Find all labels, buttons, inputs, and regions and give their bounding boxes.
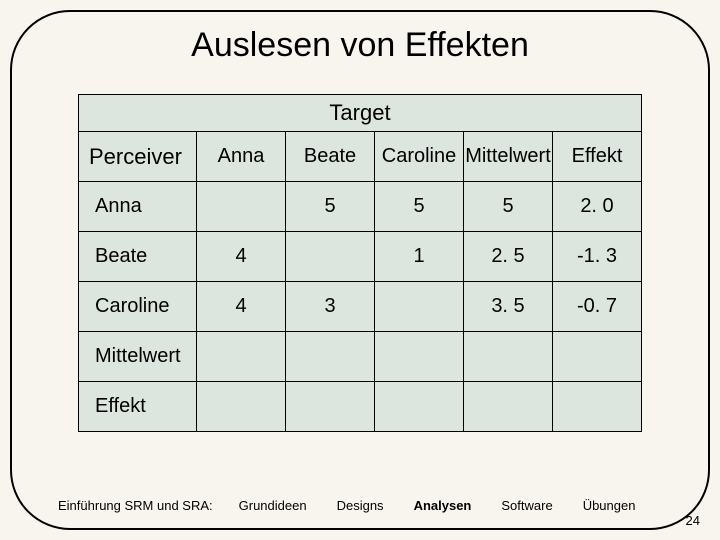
target-header: Target: [79, 95, 642, 132]
row-header: Caroline: [79, 282, 197, 332]
cell: [286, 332, 375, 382]
footer-nav-item: Software: [501, 498, 552, 513]
cell: 1: [375, 232, 464, 282]
cell: [375, 282, 464, 332]
data-table: Target Perceiver Anna Beate Caroline Mit…: [78, 94, 642, 432]
footer-nav-item: Grundideen: [239, 498, 307, 513]
footer-nav-item: Analysen: [414, 498, 472, 513]
cell: [375, 332, 464, 382]
cell: 2. 0: [553, 182, 642, 232]
row-header: Mittelwert: [79, 332, 197, 382]
row-header: Effekt: [79, 382, 197, 432]
cell: -0. 7: [553, 282, 642, 332]
cell: [553, 382, 642, 432]
table-row: Caroline 4 3 3. 5 -0. 7: [79, 282, 642, 332]
data-table-wrap: Target Perceiver Anna Beate Caroline Mit…: [78, 94, 642, 432]
col-header: Mittelwert: [464, 132, 553, 182]
cell: 2. 5: [464, 232, 553, 282]
cell: [197, 332, 286, 382]
col-header: Anna: [197, 132, 286, 182]
col-header: Caroline: [375, 132, 464, 182]
table-row: Beate 4 1 2. 5 -1. 3: [79, 232, 642, 282]
perceiver-header: Perceiver: [79, 132, 197, 182]
table-row: Effekt: [79, 382, 642, 432]
cell: -1. 3: [553, 232, 642, 282]
cell: [375, 382, 464, 432]
footer-intro: Einführung SRM und SRA:: [58, 498, 213, 513]
footer-nav-item: Designs: [337, 498, 384, 513]
cell: [464, 332, 553, 382]
row-header: Beate: [79, 232, 197, 282]
cell: 5: [375, 182, 464, 232]
cell: 4: [197, 282, 286, 332]
column-header-row: Perceiver Anna Beate Caroline Mittelwert…: [79, 132, 642, 182]
cell: [197, 182, 286, 232]
footer-nav: Grundideen Designs Analysen Software Übu…: [239, 498, 636, 513]
row-header: Anna: [79, 182, 197, 232]
slide-title: Auslesen von Effekten: [0, 26, 720, 65]
cell: 4: [197, 232, 286, 282]
footer: Einführung SRM und SRA: Grundideen Desig…: [58, 498, 680, 518]
table-row: Anna 5 5 5 2. 0: [79, 182, 642, 232]
cell: [553, 332, 642, 382]
target-header-row: Target: [79, 95, 642, 132]
col-header: Effekt: [553, 132, 642, 182]
cell: 3: [286, 282, 375, 332]
page-number: 24: [686, 513, 700, 528]
table-row: Mittelwert: [79, 332, 642, 382]
footer-nav-item: Übungen: [583, 498, 636, 513]
cell: [286, 232, 375, 282]
col-header: Beate: [286, 132, 375, 182]
cell: [286, 382, 375, 432]
cell: 5: [286, 182, 375, 232]
cell: 3. 5: [464, 282, 553, 332]
cell: 5: [464, 182, 553, 232]
cell: [464, 382, 553, 432]
slide: Auslesen von Effekten Target Perceiver A…: [0, 0, 720, 540]
cell: [197, 382, 286, 432]
